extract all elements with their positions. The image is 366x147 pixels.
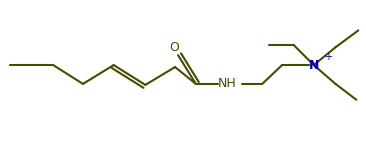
Text: N: N [309, 59, 319, 72]
Text: O: O [169, 41, 179, 54]
Text: NH: NH [218, 77, 237, 90]
Text: +: + [324, 52, 332, 62]
